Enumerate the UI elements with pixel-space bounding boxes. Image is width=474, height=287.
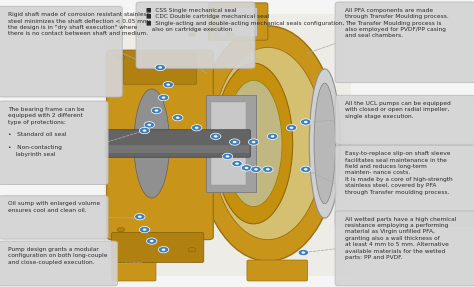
Text: Pump design grants a modular
configuration on both long-couple
and close-coupled: Pump design grants a modular configurati… xyxy=(8,247,108,265)
Text: All PFA components are made
through Transfer Moulding process.
The Transfer Moul: All PFA components are made through Tran… xyxy=(345,8,448,38)
Circle shape xyxy=(301,166,311,172)
Circle shape xyxy=(254,168,258,170)
Text: All the UCL pumps can be equipped
with closed or open radial impeller,
single st: All the UCL pumps can be equipped with c… xyxy=(345,101,450,119)
Circle shape xyxy=(150,240,154,242)
Circle shape xyxy=(195,127,199,129)
Circle shape xyxy=(298,249,309,256)
Circle shape xyxy=(139,127,150,134)
Circle shape xyxy=(214,135,218,137)
Ellipse shape xyxy=(314,83,336,204)
Circle shape xyxy=(138,216,142,218)
Circle shape xyxy=(301,251,305,254)
FancyBboxPatch shape xyxy=(136,2,255,68)
Text: All wetted parts have a high chemical
resistance employing a performing
material: All wetted parts have a high chemical re… xyxy=(345,217,456,260)
Circle shape xyxy=(222,153,233,160)
Circle shape xyxy=(176,117,180,119)
FancyBboxPatch shape xyxy=(104,14,351,276)
FancyBboxPatch shape xyxy=(335,95,474,144)
Circle shape xyxy=(233,141,237,143)
Circle shape xyxy=(117,55,125,60)
Circle shape xyxy=(155,64,165,71)
Circle shape xyxy=(135,214,145,220)
Circle shape xyxy=(226,32,234,37)
Text: Rigid shaft made of corrosion resistant stainless
steel minimizes the shaft defl: Rigid shaft made of corrosion resistant … xyxy=(8,12,151,36)
FancyBboxPatch shape xyxy=(106,145,249,153)
Circle shape xyxy=(286,125,297,131)
Circle shape xyxy=(263,166,273,172)
Circle shape xyxy=(173,115,183,121)
Ellipse shape xyxy=(214,63,292,224)
Circle shape xyxy=(143,129,146,132)
Circle shape xyxy=(139,226,150,233)
FancyBboxPatch shape xyxy=(107,50,213,240)
Circle shape xyxy=(188,247,196,252)
FancyBboxPatch shape xyxy=(219,7,257,36)
Circle shape xyxy=(248,139,259,145)
Circle shape xyxy=(146,238,157,244)
Circle shape xyxy=(158,66,162,69)
FancyBboxPatch shape xyxy=(0,6,122,97)
Text: Oil sump with enlarged volume
ensures cool and clean oil.: Oil sump with enlarged volume ensures co… xyxy=(8,201,100,213)
FancyBboxPatch shape xyxy=(209,3,268,40)
FancyBboxPatch shape xyxy=(111,232,204,263)
Text: Easy-to-replace slip-on shaft sleeve
facilitates seal maintenance in the
field a: Easy-to-replace slip-on shaft sleeve fac… xyxy=(345,151,452,195)
Circle shape xyxy=(191,125,202,131)
FancyBboxPatch shape xyxy=(123,50,197,85)
Circle shape xyxy=(229,139,240,145)
Circle shape xyxy=(235,162,239,165)
Circle shape xyxy=(267,133,278,139)
Circle shape xyxy=(301,119,311,125)
Circle shape xyxy=(162,249,165,251)
Circle shape xyxy=(188,32,196,37)
Ellipse shape xyxy=(225,80,282,207)
FancyBboxPatch shape xyxy=(335,2,474,83)
Circle shape xyxy=(210,133,221,139)
Ellipse shape xyxy=(134,89,170,198)
Circle shape xyxy=(304,168,308,170)
FancyBboxPatch shape xyxy=(0,196,108,239)
Text: ■  CSS Single mechanical seal
■  CDC Double cartridge mechanical seal
■  Single-: ■ CSS Single mechanical seal ■ CDC Doubl… xyxy=(146,8,344,32)
FancyBboxPatch shape xyxy=(105,130,250,157)
Circle shape xyxy=(251,166,261,172)
Circle shape xyxy=(241,165,252,171)
FancyBboxPatch shape xyxy=(335,146,474,226)
Text: The bearing frame can be
equipped with 2 different
type of protections:

•   Sta: The bearing frame can be equipped with 2… xyxy=(8,107,84,157)
Circle shape xyxy=(158,94,169,101)
Circle shape xyxy=(245,167,248,169)
Circle shape xyxy=(266,168,270,170)
Circle shape xyxy=(232,160,242,167)
Circle shape xyxy=(117,227,125,232)
Circle shape xyxy=(304,121,308,123)
FancyBboxPatch shape xyxy=(0,241,118,286)
FancyBboxPatch shape xyxy=(247,260,308,281)
Circle shape xyxy=(271,135,274,137)
Circle shape xyxy=(147,124,151,126)
Circle shape xyxy=(226,155,229,158)
FancyBboxPatch shape xyxy=(112,257,156,281)
Ellipse shape xyxy=(212,47,323,240)
Circle shape xyxy=(290,127,293,129)
Circle shape xyxy=(158,247,169,253)
Circle shape xyxy=(252,141,255,143)
Circle shape xyxy=(163,82,173,88)
Ellipse shape xyxy=(197,26,339,261)
Circle shape xyxy=(166,84,170,86)
FancyBboxPatch shape xyxy=(335,211,474,286)
Circle shape xyxy=(143,228,146,231)
FancyBboxPatch shape xyxy=(211,102,246,185)
Circle shape xyxy=(151,107,162,114)
Circle shape xyxy=(162,96,165,99)
Circle shape xyxy=(144,122,155,128)
Circle shape xyxy=(155,109,158,112)
FancyBboxPatch shape xyxy=(0,101,108,185)
FancyBboxPatch shape xyxy=(206,95,256,192)
Ellipse shape xyxy=(309,69,340,218)
